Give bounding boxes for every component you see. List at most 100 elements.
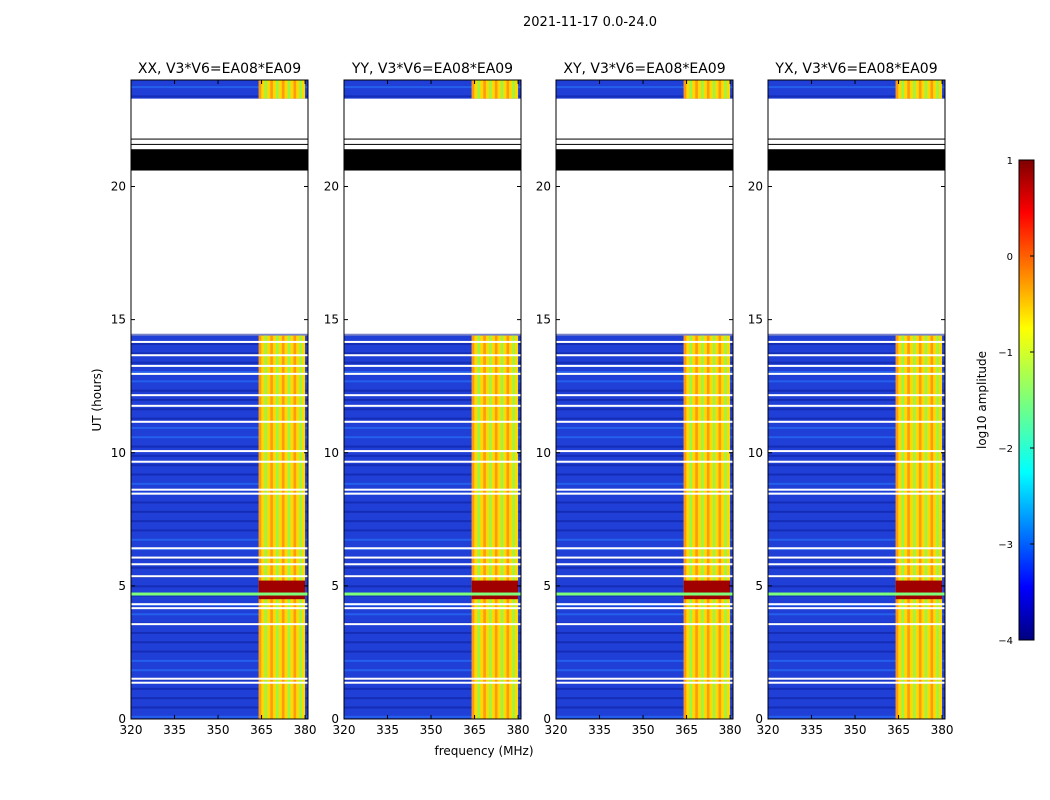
noise-row	[768, 436, 945, 439]
x-tick-label: 335	[376, 723, 399, 737]
flag-gap	[131, 623, 308, 626]
flag-gap	[131, 492, 308, 495]
flag-gap	[131, 372, 308, 375]
noise-row	[131, 398, 308, 401]
noise-row	[344, 86, 521, 89]
flagged-line	[556, 138, 733, 140]
noise-row	[131, 95, 308, 98]
y-tick-label: 15	[748, 313, 763, 327]
x-tick-label: 350	[207, 723, 230, 737]
x-tick-label: 335	[163, 723, 186, 737]
noise-row	[768, 380, 945, 383]
flagged-line	[768, 143, 945, 145]
band-channel	[930, 335, 934, 719]
flag-gap	[556, 404, 733, 407]
y-tick-label: 20	[111, 180, 126, 194]
figure-title: 2021-11-17 0.0-24.0	[523, 15, 657, 30]
noise-row	[768, 715, 945, 718]
band-channel	[494, 80, 498, 99]
band-channel	[281, 80, 285, 99]
band-channel	[913, 335, 916, 719]
flag-gap	[344, 340, 521, 343]
flag-gap	[556, 623, 733, 626]
flag-gap	[768, 556, 945, 559]
noise-row	[344, 445, 521, 448]
flag-gap	[344, 607, 521, 610]
noise-row	[131, 86, 308, 89]
x-tick-label: 365	[675, 723, 698, 737]
noise-row	[344, 715, 521, 718]
band-channel	[483, 80, 486, 99]
x-tick-label: 350	[632, 723, 655, 737]
band-channel	[477, 80, 481, 99]
band-channel	[901, 335, 905, 719]
noise-row	[131, 408, 308, 411]
flagged-block	[131, 149, 308, 171]
noise-row	[768, 86, 945, 89]
band-channel	[907, 335, 910, 719]
noise-row	[344, 520, 521, 523]
noise-row	[768, 510, 945, 513]
noise-row	[556, 352, 733, 355]
colorbar-tick-label: −3	[998, 540, 1013, 551]
flag-gap	[344, 563, 521, 566]
noise-row	[131, 631, 308, 634]
noise-row	[556, 473, 733, 476]
flag-gap	[768, 681, 945, 684]
noise-row	[131, 501, 308, 504]
panel-frame	[767, 79, 946, 720]
band-channel	[924, 335, 928, 719]
noise-row	[556, 650, 733, 653]
flag-gap	[131, 575, 308, 578]
noise-row	[344, 371, 521, 374]
flag-gap	[768, 547, 945, 550]
noise-row	[556, 408, 733, 411]
x-tick-label: 380	[294, 723, 317, 737]
band-channel	[489, 80, 492, 99]
band-channel	[930, 80, 934, 99]
band-channel	[512, 335, 515, 719]
x-tick-label: 365	[463, 723, 486, 737]
flag-gap	[768, 450, 945, 453]
noise-row	[768, 398, 945, 401]
flag-gap	[556, 681, 733, 684]
flag-gap	[344, 681, 521, 684]
band-channel	[264, 335, 268, 719]
noise-row	[344, 426, 521, 429]
noise-row	[131, 585, 308, 588]
noise-row	[131, 613, 308, 616]
noise-row	[344, 473, 521, 476]
flag-gap	[556, 575, 733, 578]
noise-row	[344, 408, 521, 411]
noise-row	[768, 454, 945, 457]
flag-gap	[768, 488, 945, 491]
x-tick-label: 320	[545, 723, 568, 737]
band-channel	[500, 80, 504, 99]
x-tick-label: 335	[588, 723, 611, 737]
noise-row	[344, 454, 521, 457]
band-channel	[299, 80, 302, 99]
noise-row	[768, 352, 945, 355]
flag-gap	[344, 450, 521, 453]
x-tick-label: 320	[333, 723, 356, 737]
flag-gap	[556, 354, 733, 357]
y-tick-label: 10	[536, 446, 551, 460]
flag-gap	[344, 603, 521, 606]
y-tick-label: 0	[118, 712, 126, 726]
noise-row	[556, 585, 733, 588]
band-channel	[895, 335, 899, 719]
flag-gap	[556, 364, 733, 367]
band-channel	[471, 335, 475, 719]
noise-row	[768, 482, 945, 485]
noise-row	[131, 538, 308, 541]
noise-row	[768, 641, 945, 644]
noise-row	[344, 95, 521, 98]
flag-gap	[556, 372, 733, 375]
flag-gap	[131, 603, 308, 606]
noise-row	[768, 585, 945, 588]
band-channel	[724, 80, 727, 99]
flag-gap	[344, 488, 521, 491]
flag-gap	[131, 677, 308, 680]
flag-gap	[131, 404, 308, 407]
